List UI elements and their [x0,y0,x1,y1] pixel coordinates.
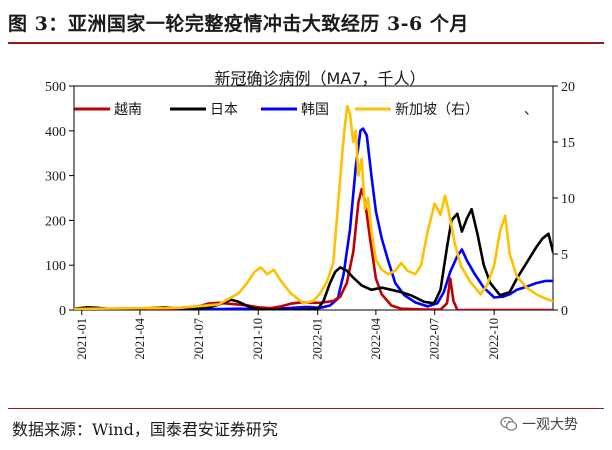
figure-title: 图 3：亚洲国家一轮完整疫情冲击大致经历 3-6 个月 [8,13,469,35]
plot-frame [73,85,554,311]
x-tick-label: 2022-01 [311,318,325,360]
x-tick-label: 2021-10 [251,318,265,360]
wechat-icon [500,416,518,431]
y-left-tick-label: 300 [45,170,66,185]
x-tick-label: 2021-04 [133,317,147,359]
x-tick-label: 2021-07 [192,318,206,360]
chart-legend: 越南 日本 韩国 新加坡（右） 、 [74,102,538,118]
y-right-tick-label: 15 [561,136,575,151]
y-left-tick-label: 500 [45,80,66,95]
y-right-tick-label: 5 [561,248,568,263]
legend-label-0: 越南 [114,102,142,118]
x-tick-label: 2022-07 [428,318,442,360]
source-rule [8,408,604,409]
cases-line-chart: 新冠确诊病例（MA7，千人） 越南 日本 韩国 新加坡（右）、 01002003004… [45,69,575,360]
y-right-tick-label: 10 [561,192,575,207]
title-rule [8,42,604,44]
watermark: 一观大势 [500,412,578,436]
watermark-text: 一观大势 [522,417,578,433]
y-left-tick-label: 100 [45,259,66,274]
source-note: 数据来源：Wind，国泰君安证券研究 [12,420,278,439]
y-right-tick-label: 20 [561,80,575,95]
y-left-tick-label: 0 [59,304,66,319]
chart-series [74,104,553,310]
legend-trailing-mark: 、 [524,102,538,118]
legend-label-2: 韩国 [301,102,329,118]
chart-axes: 0 100 200 300 400 500 0 5 10 15 20 2021-01 2021-04 20… [45,80,575,360]
x-tick-label: 2022-04 [369,317,383,359]
legend-label-1: 日本 [210,102,238,118]
chart-subtitle: 新冠确诊病例（MA7，千人） [215,69,426,88]
x-tick-label: 2021-01 [75,318,89,360]
series-line-2 [74,127,553,310]
series-line-1 [74,207,553,310]
y-left-tick-label: 400 [45,125,66,140]
series-line-0 [74,187,553,310]
legend-label-3: 新加坡（右） [395,102,479,118]
y-left-tick-label: 200 [45,214,66,229]
y-right-tick-label: 0 [561,304,568,319]
series-line-3 [74,104,553,310]
x-tick-label: 2022-10 [487,318,501,360]
